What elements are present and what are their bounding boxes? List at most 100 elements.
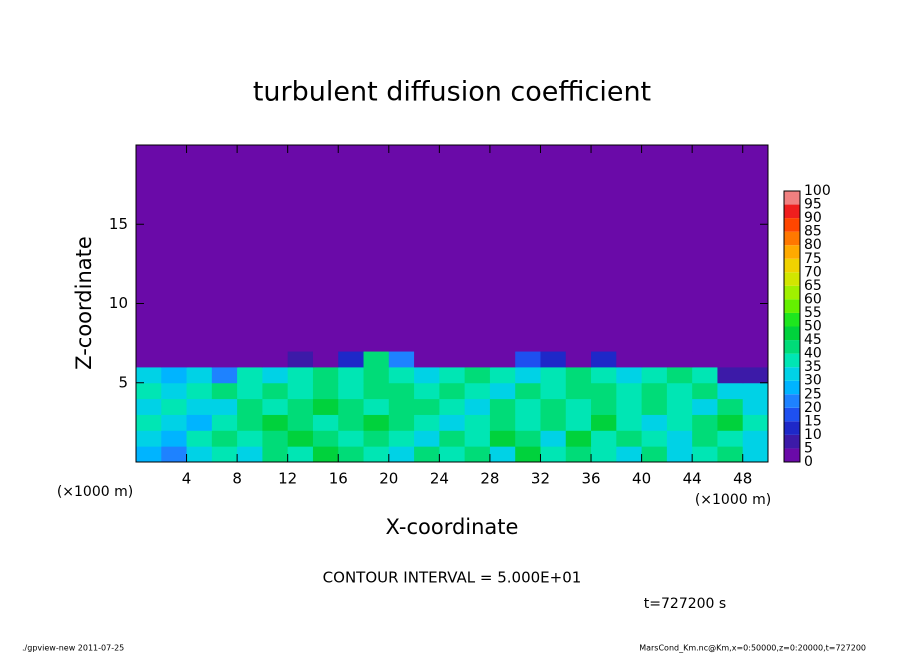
colorbar-label: 0 [804,454,813,470]
heatmap-cell [489,382,516,400]
heatmap-cell [591,351,617,368]
heatmap-cell [692,382,718,400]
heatmap-cell [616,382,643,400]
time-label: t=727200 s [644,596,726,612]
heatmap-cell [312,414,339,431]
heatmap-cell [515,414,541,431]
colorbar-label: 65 [804,278,822,294]
heatmap-cell [338,398,365,415]
heatmap-cell [616,351,643,368]
heatmap-cell [211,414,238,431]
heatmap-cell [262,446,289,463]
heatmap-cell [414,430,440,447]
heatmap-cell [515,351,541,368]
heatmap-cell [540,430,567,447]
x-unit-label: (×1000 m) [695,492,771,508]
heatmap-cell [237,351,263,368]
heatmap-cell [211,145,238,352]
heatmap-cell [439,351,466,368]
heatmap-cell [363,398,390,415]
heatmap-cell [338,366,365,384]
heatmap-cell [464,414,491,431]
colorbar-swatch [784,218,800,232]
heatmap-cell [338,430,365,447]
heatmap-cell [388,398,415,415]
heatmap-cell [186,145,213,352]
heatmap-cell [136,351,162,368]
heatmap-cell [742,351,769,368]
heatmap-cell [287,414,314,431]
x-axis-label: X-coordinate [386,515,519,539]
x-tick-label: 28 [480,470,499,488]
x-tick-label: 4 [182,470,192,488]
colorbar-label: 70 [804,264,822,280]
y-tick-label: 5 [118,373,128,391]
heatmap-cell [262,414,289,431]
colorbar-label: 45 [804,332,822,348]
colorbar-label: 30 [804,373,822,389]
heatmap-cell [414,382,440,400]
heatmap-cell [262,351,289,368]
heatmap-cell [287,145,314,352]
heatmap-cell [338,382,365,400]
colorbar-swatch [784,312,800,327]
heatmap-cell [338,414,365,431]
colorbar-swatch [784,299,800,313]
heatmap-cell [666,446,693,463]
heatmap-cell [312,430,339,447]
heatmap-cell [388,382,415,400]
heatmap-cell [464,398,491,415]
heatmap-cell [439,366,466,384]
heatmap-cell [692,430,718,447]
heatmap-cell [338,351,365,368]
heatmap-cell [666,382,693,400]
heatmap-cell [591,446,617,463]
contour-interval: CONTOUR INTERVAL = 5.000E+01 [323,569,582,587]
heatmap-cell [540,398,567,415]
heatmap-cell [565,351,592,368]
colorbar-label: 60 [804,291,822,307]
heatmap-cell [414,414,440,431]
heatmap-cell [287,366,314,384]
heatmap-cell [262,145,289,352]
x-tick-label: 8 [232,470,242,488]
heatmap-cell [616,366,643,384]
heatmap-cell [717,351,744,368]
heatmap-cell [489,366,516,384]
colorbar-label: 100 [804,183,831,199]
heatmap-cell [489,446,516,463]
colorbar-swatch [784,191,800,205]
colorbar-label: 20 [804,400,822,416]
heatmap-cell [540,382,567,400]
heatmap-cell [540,366,567,384]
colorbar-label: 75 [804,251,822,267]
heatmap-cell [363,430,390,447]
colorbar-label: 50 [804,319,822,335]
heatmap-cell [211,398,238,415]
heatmap-cell [186,398,213,415]
colorbar-label: 90 [804,210,822,226]
heatmap-cell [540,351,567,368]
heatmap-cell [136,430,162,447]
colorbar-label: 5 [804,440,813,456]
colorbar-swatch [784,367,800,381]
colorbar-swatch [784,231,800,246]
heatmap-cell [464,351,491,368]
heatmap-cell [287,446,314,463]
heatmap-cell [540,145,567,352]
heatmap-cell [211,430,238,447]
heatmap-cell [692,446,718,463]
colorbar-swatch [784,448,800,462]
heatmap-cell [742,382,769,400]
heatmap-cell [439,382,466,400]
heatmap-cell [565,398,592,415]
heatmap-cell [262,382,289,400]
heatmap-cell [692,145,718,352]
colorbar-swatch [784,340,800,354]
chart-title: turbulent diffusion coefficient [253,77,651,108]
heatmap-cell [287,382,314,400]
colorbar-label: 85 [804,224,822,240]
heatmap-cell [237,366,263,384]
heatmap-cell [464,430,491,447]
heatmap-cell [616,145,643,352]
